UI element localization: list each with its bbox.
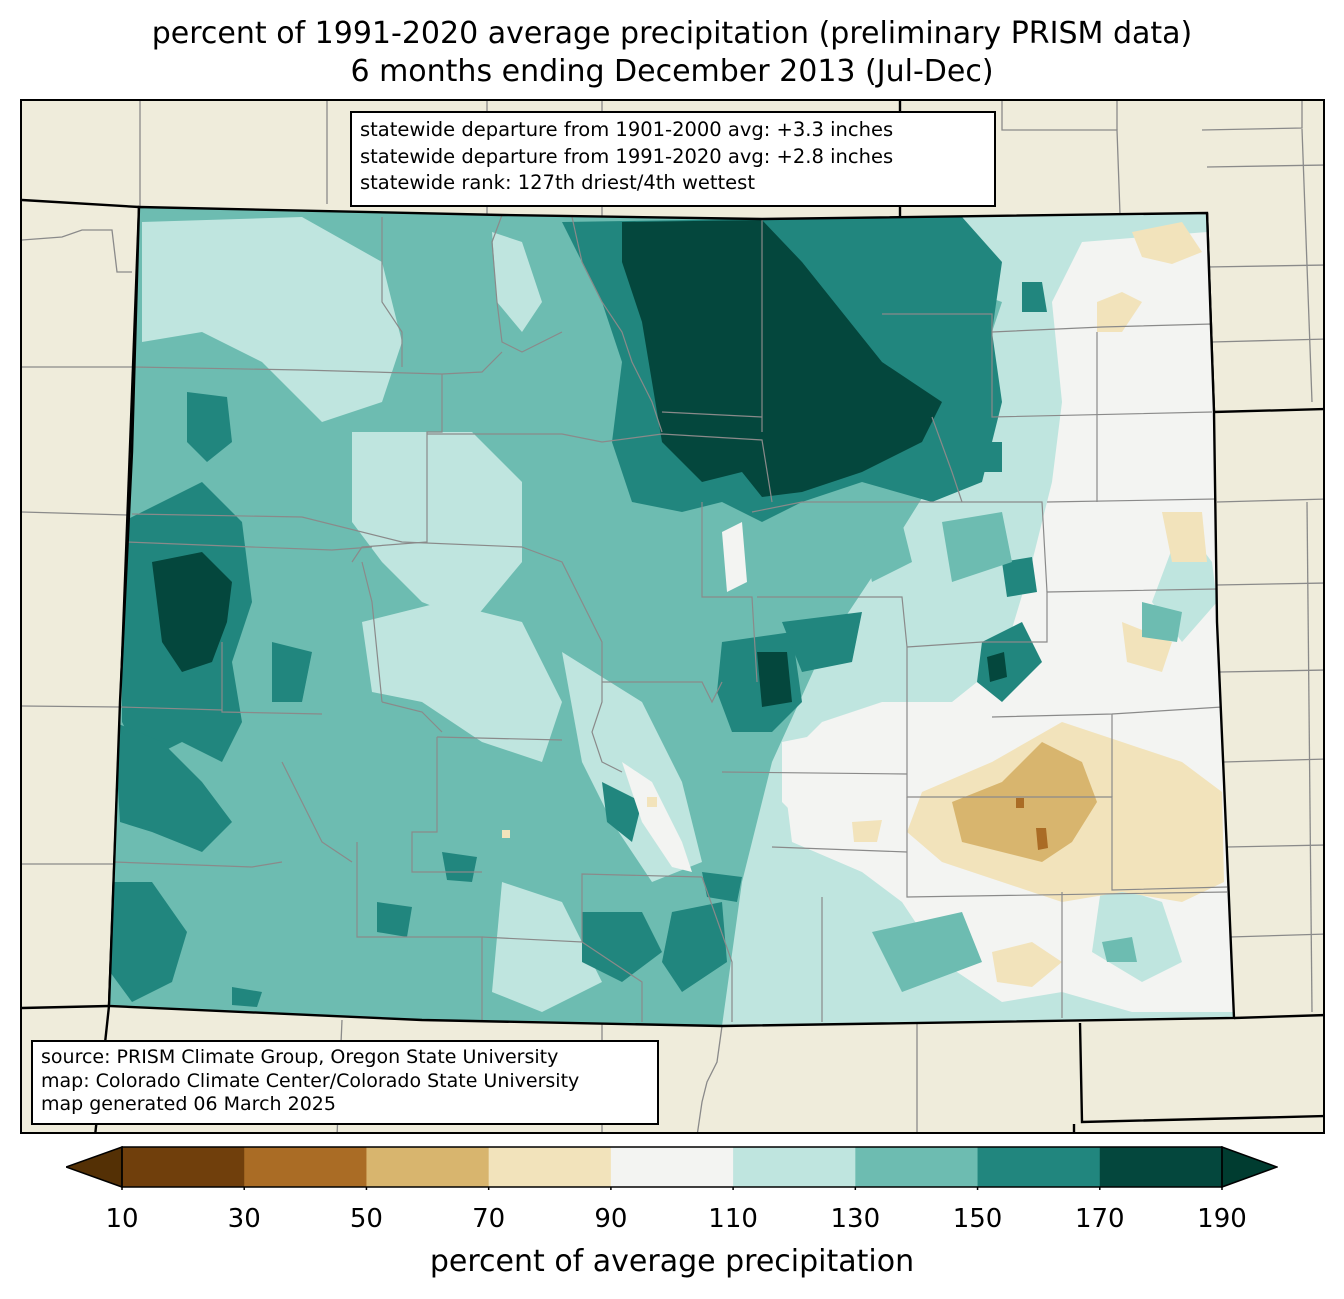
colorbar-cell (733, 1147, 856, 1187)
statewide-stats-box: statewide departure from 1901-2000 avg: … (350, 111, 996, 207)
colorbar-tick-label: 150 (952, 1204, 1003, 1234)
colorbar-cell (244, 1147, 367, 1187)
colorbar (66, 1146, 1278, 1190)
colorbar-tick-label: 30 (227, 1204, 261, 1234)
precipitation-map (22, 101, 1323, 1132)
colorbar-ticks (121, 1187, 1223, 1190)
map-panel (20, 99, 1325, 1134)
colorbar-cell (855, 1147, 979, 1187)
stats-line-2: statewide departure from 1991-2020 avg: … (360, 144, 894, 168)
colorbar-cell (610, 1147, 734, 1187)
map-title-line-1: percent of 1991-2020 average precipitati… (151, 16, 1193, 51)
colorbar-cell (1099, 1147, 1223, 1187)
colorbar-label: percent of average precipitation (429, 1244, 915, 1279)
source-line-2: map: Colorado Climate Center/Colorado St… (41, 1069, 580, 1092)
colorbar-tick-label: 90 (594, 1204, 628, 1234)
colorbar-tick-label: 130 (830, 1204, 881, 1234)
colorbar-under-arrow (66, 1146, 123, 1189)
colorbar-cell (366, 1147, 490, 1187)
colorbar-tick-label: 50 (349, 1204, 383, 1234)
colorbar-cell (122, 1147, 245, 1187)
colorbar-cells (122, 1147, 1223, 1187)
colorbar-tick-label: 190 (1197, 1204, 1247, 1234)
stats-line-3: statewide rank: 127th driest/4th wettest (360, 171, 755, 194)
colorbar-tick-label: 10 (105, 1204, 139, 1234)
colorbar-outline (121, 1146, 1223, 1188)
colorbar-over-arrow (1221, 1146, 1278, 1189)
colorbar-cell (488, 1147, 612, 1187)
map-title-line-2: 6 months ending December 2013 (Jul-Dec) (350, 54, 994, 89)
source-line-1: source: PRISM Climate Group, Oregon Stat… (41, 1046, 559, 1068)
precip-field (109, 207, 1234, 1026)
stats-line-1: statewide departure from 1901-2000 avg: … (360, 118, 894, 141)
county-lines (113, 214, 1228, 1022)
source-line-3: map generated 06 March 2025 (41, 1093, 336, 1115)
colorbar-tick-label: 70 (472, 1204, 506, 1234)
colorado-border (107, 205, 1236, 1028)
colorbar-tick-label: 170 (1074, 1204, 1125, 1234)
colorbar-cell (977, 1147, 1101, 1187)
source-box: source: PRISM Climate Group, Oregon Stat… (31, 1040, 659, 1125)
colorbar-tick-label: 110 (708, 1204, 758, 1234)
